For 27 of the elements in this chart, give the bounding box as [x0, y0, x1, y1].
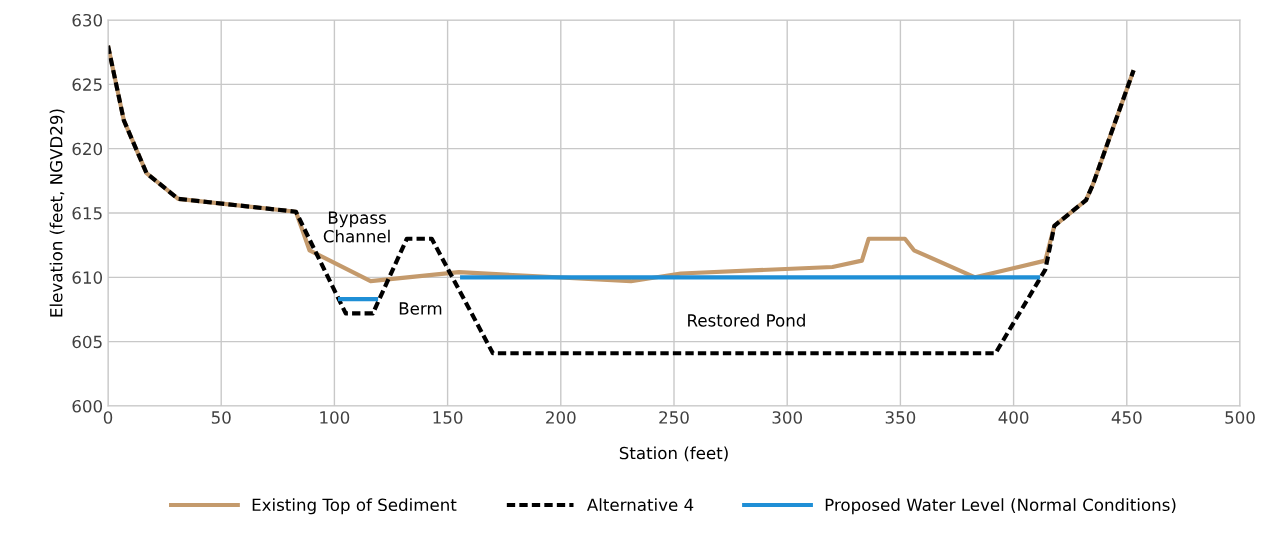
x-tick-label: 450: [1111, 411, 1142, 424]
y-tick-label: 625: [72, 78, 102, 91]
annotation: Berm: [399, 302, 442, 315]
x-tick-label: 400: [998, 411, 1029, 424]
y-axis-title: Elevation (feet, NGVD29): [49, 109, 65, 317]
x-tick-label: 250: [659, 411, 689, 424]
y-tick-label: 610: [72, 271, 103, 284]
x-axis-title: Station (feet): [619, 446, 728, 462]
y-tick-label: 620: [72, 142, 103, 156]
legend-label: Proposed Water Level (Normal Conditions): [825, 498, 1176, 515]
legend-label: Alternative 4: [586, 498, 694, 512]
y-tick-label: 605: [72, 335, 102, 349]
x-tick-label: 500: [1225, 411, 1255, 424]
line-series: [108, 43, 1136, 356]
x-tick-label: 300: [772, 411, 802, 424]
x-tick-label: 100: [320, 411, 350, 424]
annotation: Bypass Channel: [323, 211, 390, 243]
annotation: Restored Pond: [688, 313, 805, 327]
x-tick-label: 150: [433, 411, 463, 424]
x-tick-label: 200: [546, 411, 576, 424]
legend-label: Existing Top of Sediment: [252, 498, 457, 515]
x-tick-label: 50: [211, 411, 231, 424]
y-tick-label: 630: [72, 13, 103, 27]
x-tick-label: 0: [103, 411, 113, 424]
y-tick-label: 600: [72, 399, 103, 413]
x-tick-label: 350: [885, 411, 916, 424]
y-tick-label: 615: [72, 206, 102, 220]
